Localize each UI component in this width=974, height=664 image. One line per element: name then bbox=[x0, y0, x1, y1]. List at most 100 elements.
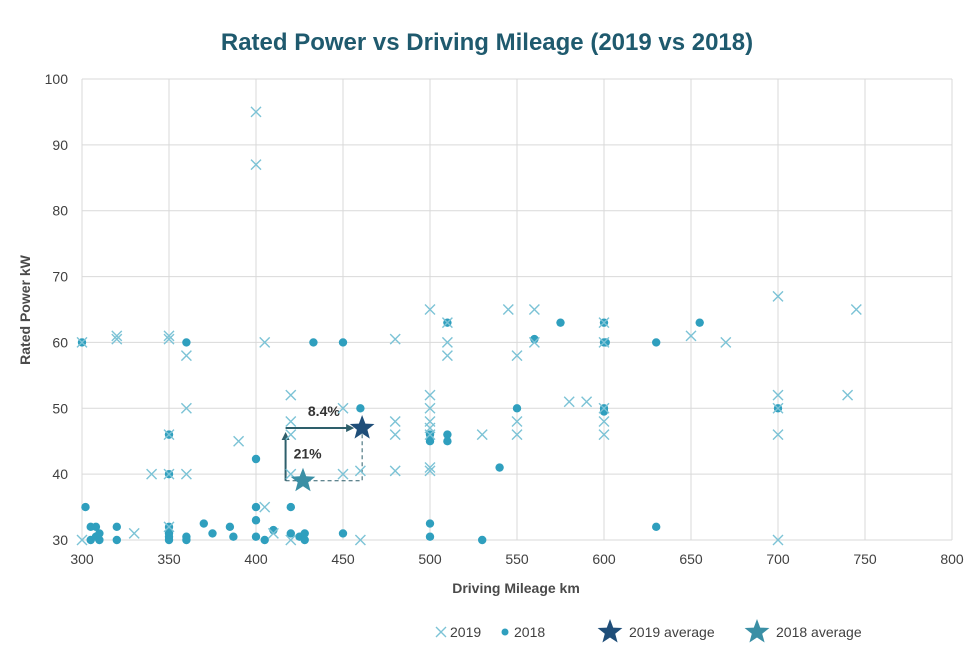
y-tick-label: 40 bbox=[52, 466, 68, 482]
x-tick-label: 450 bbox=[331, 551, 355, 567]
point-2018 bbox=[251, 516, 261, 525]
point-2019 bbox=[337, 402, 349, 414]
point-2018 bbox=[478, 535, 487, 545]
x-tick-label: 650 bbox=[679, 551, 703, 567]
point-2018 bbox=[425, 532, 435, 541]
point-2018 bbox=[251, 532, 261, 541]
point-2018 bbox=[601, 338, 610, 347]
point-2019 bbox=[180, 402, 192, 414]
point-2019 bbox=[76, 534, 88, 546]
legend-label-2019: 2019 bbox=[450, 624, 481, 640]
point-2019 bbox=[250, 106, 262, 118]
point-2018 bbox=[309, 338, 318, 347]
y-tick-label: 90 bbox=[52, 137, 68, 153]
averages bbox=[290, 415, 375, 492]
y-tick-label: 60 bbox=[52, 334, 68, 350]
point-2018 bbox=[556, 318, 565, 327]
point-2019 bbox=[389, 429, 401, 441]
point-2019 bbox=[772, 402, 784, 414]
point-2018 bbox=[443, 437, 452, 446]
point-2019 bbox=[772, 429, 784, 441]
legend-label-avg-2019: 2019 average bbox=[629, 624, 715, 640]
y-tick-label: 50 bbox=[52, 400, 68, 416]
point-2019 bbox=[285, 415, 297, 427]
point-2019 bbox=[424, 402, 436, 414]
point-2019 bbox=[720, 336, 732, 348]
annotation-label: 21% bbox=[294, 445, 323, 461]
point-2018 bbox=[260, 535, 269, 545]
point-2018 bbox=[286, 529, 295, 538]
legend-marker-2018 bbox=[501, 628, 509, 636]
point-2018 bbox=[91, 522, 101, 532]
point-2019 bbox=[128, 527, 140, 539]
point-2018 bbox=[225, 522, 235, 532]
legend: 2019 2018 2019 average 2018 average bbox=[435, 619, 862, 643]
point-2018 bbox=[443, 430, 452, 439]
point-2018 bbox=[251, 454, 261, 464]
point-2019 bbox=[180, 350, 192, 362]
point-2019 bbox=[424, 465, 436, 477]
point-2019 bbox=[111, 330, 123, 342]
point-2019 bbox=[772, 534, 784, 546]
point-2019 bbox=[511, 350, 523, 362]
point-2018 bbox=[229, 532, 238, 541]
point-2018 bbox=[356, 404, 365, 413]
point-2019 bbox=[424, 462, 436, 474]
point-2019 bbox=[598, 317, 610, 329]
point-2019 bbox=[528, 304, 540, 315]
point-2019 bbox=[285, 389, 297, 401]
point-2019 bbox=[598, 429, 610, 441]
legend-marker-avg-2019 bbox=[597, 619, 623, 643]
y-tick-label: 70 bbox=[52, 269, 68, 285]
y-tick-label: 100 bbox=[45, 71, 69, 87]
legend-marker-2019 bbox=[435, 626, 447, 638]
point-2018 bbox=[338, 529, 348, 538]
annotations: 8.4% 21% bbox=[281, 403, 363, 482]
y-axis-title: Rated Power kW bbox=[17, 254, 33, 364]
legend-label-avg-2018: 2018 average bbox=[776, 624, 862, 640]
point-2018 bbox=[286, 502, 295, 512]
legend-marker-avg-2018 bbox=[744, 619, 770, 643]
x-tick-label: 550 bbox=[505, 551, 529, 567]
point-2019 bbox=[424, 304, 436, 315]
point-2018 bbox=[425, 519, 435, 528]
point-2018 bbox=[95, 529, 104, 538]
point-2018 bbox=[208, 529, 217, 538]
point-2019 bbox=[163, 333, 175, 345]
point-2018 bbox=[182, 338, 191, 347]
chart-title: Rated Power vs Driving Mileage (2019 vs … bbox=[221, 29, 753, 56]
point-2019 bbox=[598, 402, 610, 414]
x-tick-label: 300 bbox=[70, 551, 94, 567]
point-2019 bbox=[842, 389, 854, 401]
point-2019 bbox=[511, 415, 523, 427]
point-2018 bbox=[81, 502, 90, 512]
x-tick-label: 700 bbox=[766, 551, 790, 567]
x-tick-label: 800 bbox=[940, 551, 964, 567]
point-2018 bbox=[182, 535, 191, 545]
point-2018 bbox=[199, 519, 208, 528]
point-2019 bbox=[598, 415, 610, 427]
point-2019 bbox=[163, 429, 175, 441]
point-2019 bbox=[528, 336, 540, 348]
point-2019 bbox=[354, 465, 366, 477]
x-tick-label: 500 bbox=[418, 551, 442, 567]
point-2019 bbox=[337, 468, 349, 480]
x-tick-label: 600 bbox=[592, 551, 616, 567]
point-2019 bbox=[389, 465, 401, 477]
point-2019 bbox=[250, 159, 262, 171]
point-2019 bbox=[285, 429, 297, 441]
point-2019 bbox=[581, 396, 593, 408]
point-2019 bbox=[180, 468, 192, 480]
point-2019 bbox=[441, 336, 453, 348]
point-2019 bbox=[502, 304, 514, 315]
point-2018 bbox=[95, 535, 104, 545]
point-2018 bbox=[695, 318, 704, 327]
grid bbox=[81, 78, 953, 541]
point-2019 bbox=[511, 429, 523, 441]
annotation-label: 8.4% bbox=[308, 403, 340, 419]
point-2019 bbox=[285, 534, 297, 546]
point-2019 bbox=[146, 468, 158, 480]
point-2019 bbox=[772, 389, 784, 401]
